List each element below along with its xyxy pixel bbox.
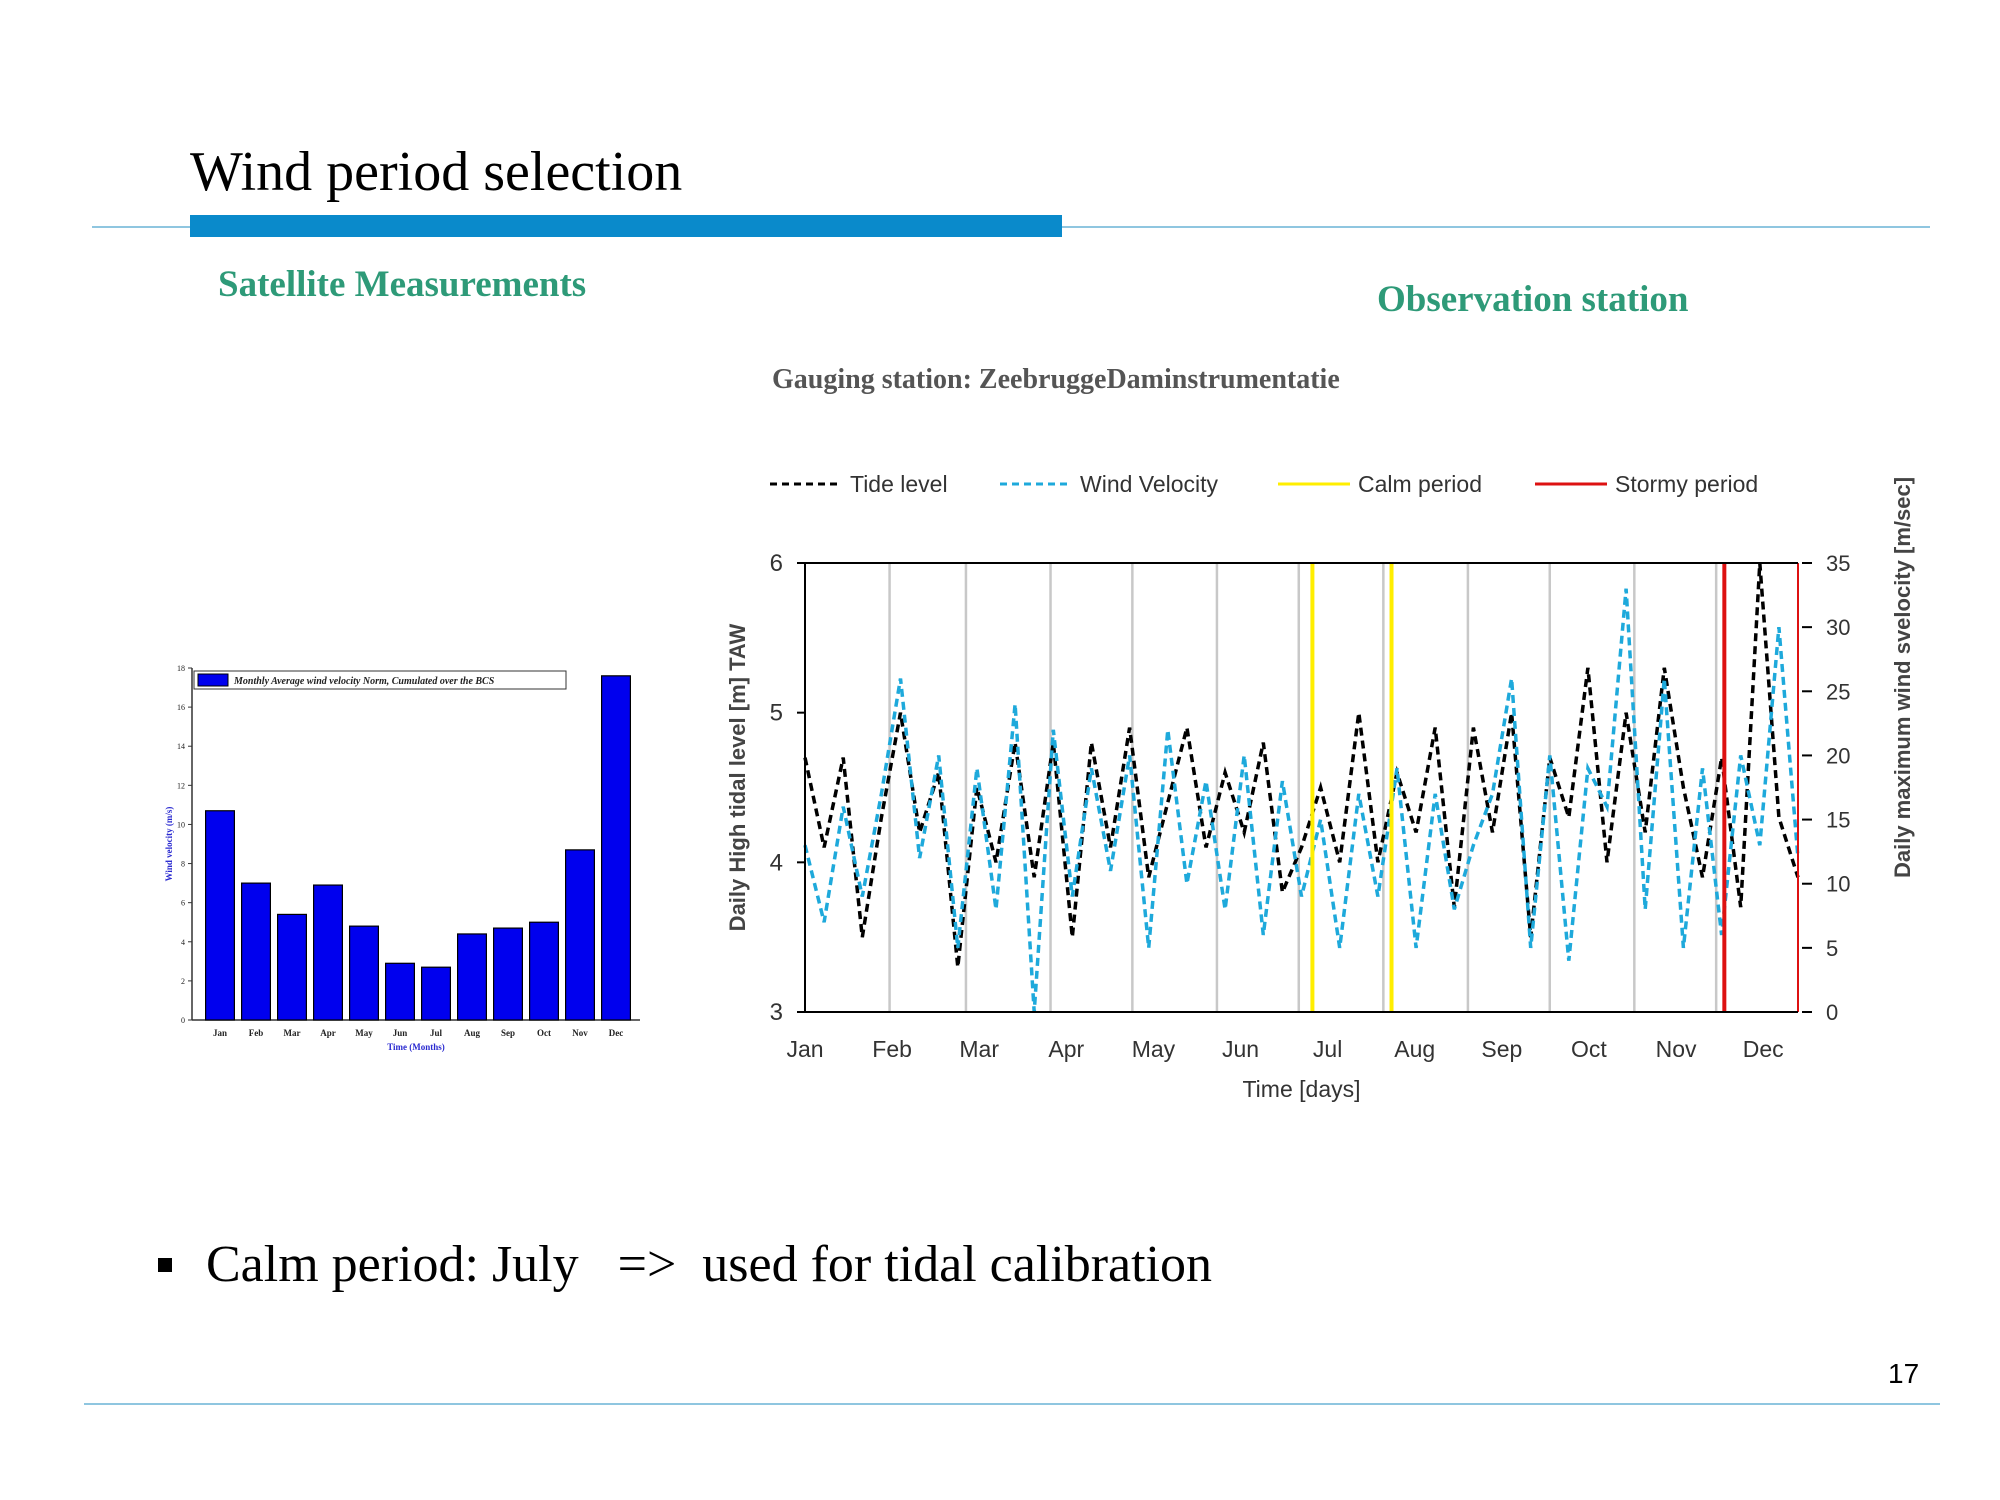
bar-legend-swatch	[197, 673, 229, 687]
bar-y-axis-label: Wind velocity (m/s)	[164, 807, 174, 882]
bar-sep	[493, 927, 524, 1021]
right-y-tick-label: 20	[1826, 743, 1850, 768]
bar-chart-labels: 0 2 4 6 8 10 12 14 16 18 Jan Feb Mar Apr May Jun Jul Aug S…	[164, 664, 623, 1052]
bar-dec	[601, 675, 632, 1021]
slide-title: Wind period selection	[190, 141, 683, 203]
bar-legend-label: Monthly Average wind velocity Norm, Cumu…	[233, 676, 495, 687]
month-tick-label: Dec	[1743, 1036, 1784, 1062]
legend-label: Tide level	[850, 471, 948, 497]
right-y-tick-label: 30	[1826, 615, 1850, 640]
line-chart-title: Gauging station: ZeebruggeDaminstrumenta…	[772, 364, 1340, 395]
line-right-y-axis-label: Daily maximum wind svelocity [m/sec]	[1890, 477, 1915, 878]
bar-x-tick-label: Nov	[572, 1028, 588, 1038]
right-y-tick-label: 25	[1826, 679, 1850, 704]
left-y-tick-label: 4	[770, 849, 783, 876]
left-y-tick-label: 5	[770, 700, 783, 727]
bar-y-tick-label: 18	[177, 664, 185, 673]
bar-y-tick-label: 6	[181, 899, 185, 908]
page-number: 17	[1888, 1358, 1920, 1389]
month-tick-label: Oct	[1571, 1036, 1607, 1062]
legend-label: Stormy period	[1615, 471, 1758, 497]
bar-x-tick-label: Sep	[501, 1028, 515, 1038]
month-tick-label: Jul	[1313, 1036, 1342, 1062]
bar-x-tick-label: Feb	[249, 1028, 264, 1038]
line-left-y-axis-label: Daily High tidal level [m] TAW	[725, 623, 750, 931]
bar-y-tick-label: 4	[181, 938, 185, 947]
bar-y-tick-label: 14	[177, 742, 185, 751]
bar-x-tick-label: Apr	[320, 1028, 336, 1038]
month-tick-label: Jun	[1222, 1036, 1259, 1062]
observation-line-chart: Gauging station: ZeebruggeDaminstrumenta…	[725, 364, 1915, 1102]
bar-chart-bars	[204, 675, 632, 1021]
bar-oct	[529, 921, 560, 1021]
observation-heading: Observation station	[1377, 279, 1689, 320]
legend-label: Calm period	[1358, 471, 1482, 497]
bullet-item: Calm period: July => used for tidal cali…	[158, 1235, 1212, 1294]
month-tick-label: Nov	[1656, 1036, 1697, 1062]
bar-aug	[457, 933, 488, 1021]
month-tick-label: Sep	[1481, 1036, 1522, 1062]
line-chart-gridlines	[888, 563, 1718, 1012]
series-wind-velocity	[803, 588, 1800, 1013]
line-chart-series	[803, 562, 1800, 1013]
line-chart-period-markers	[1310, 563, 1799, 1012]
satellite-bar-chart: 0 2 4 6 8 10 12 14 16 18 Jan Feb Mar Apr May Jun Jul Aug S…	[164, 664, 640, 1052]
footer-rule	[84, 1403, 1940, 1405]
month-tick-label: May	[1132, 1036, 1176, 1062]
line-chart-axes: 3 4 5 6 0 5 10 15 20 25 30 35 Jan Feb Mar Apr May Jun Jul A…	[725, 477, 1915, 1102]
right-y-tick-label: 10	[1826, 872, 1850, 897]
bar-may	[349, 925, 380, 1021]
bar-apr	[313, 884, 344, 1021]
month-tick-label: Feb	[872, 1036, 912, 1062]
bar-nov	[565, 849, 596, 1021]
bar-x-axis-label: Time (Months)	[387, 1042, 445, 1052]
bar-x-tick-label: Jan	[213, 1028, 227, 1038]
bar-x-tick-label: Oct	[537, 1028, 551, 1038]
series-tide-level	[803, 562, 1800, 968]
bar-y-tick-label: 16	[177, 703, 185, 712]
line-x-axis-label: Time [days]	[1242, 1076, 1360, 1102]
bar-y-tick-label: 0	[181, 1016, 185, 1025]
bar-jun	[385, 962, 416, 1021]
title-accent-bar	[190, 215, 1062, 237]
bar-x-tick-label: May	[355, 1028, 373, 1038]
satellite-heading: Satellite Measurements	[218, 264, 587, 305]
bar-jan	[204, 810, 235, 1021]
right-y-tick-label: 5	[1826, 936, 1838, 961]
bullet-square-icon	[158, 1257, 172, 1272]
bar-y-tick-label: 12	[177, 781, 185, 790]
month-tick-label: Apr	[1048, 1036, 1084, 1062]
right-y-tick-label: 15	[1826, 808, 1850, 833]
bar-x-tick-label: Mar	[284, 1028, 301, 1038]
bullet-text: Calm period: July => used for tidal cali…	[206, 1236, 1213, 1293]
right-y-tick-label: 35	[1826, 551, 1850, 576]
legend-label: Wind Velocity	[1080, 471, 1219, 497]
bar-x-tick-label: Jul	[430, 1028, 443, 1038]
left-y-tick-label: 6	[770, 550, 783, 577]
bar-y-tick-label: 2	[181, 977, 185, 986]
bar-mar	[277, 913, 308, 1021]
bar-jul	[421, 966, 452, 1021]
bar-x-tick-label: Dec	[609, 1028, 624, 1038]
month-tick-label: Aug	[1394, 1036, 1435, 1062]
line-chart-legend: Tide level Wind Velocity Calm period Stormy…	[770, 471, 1758, 497]
bar-feb	[240, 882, 271, 1021]
right-y-tick-label: 0	[1826, 1000, 1838, 1025]
bar-x-tick-label: Aug	[464, 1028, 481, 1038]
month-tick-label: Mar	[959, 1036, 999, 1062]
bar-legend-box	[193, 670, 567, 690]
bar-x-tick-label: Jun	[393, 1028, 408, 1038]
bar-y-tick-label: 10	[177, 820, 185, 829]
bar-y-tick-label: 8	[181, 860, 185, 869]
left-y-tick-label: 3	[770, 999, 783, 1026]
month-tick-label: Jan	[786, 1036, 823, 1062]
